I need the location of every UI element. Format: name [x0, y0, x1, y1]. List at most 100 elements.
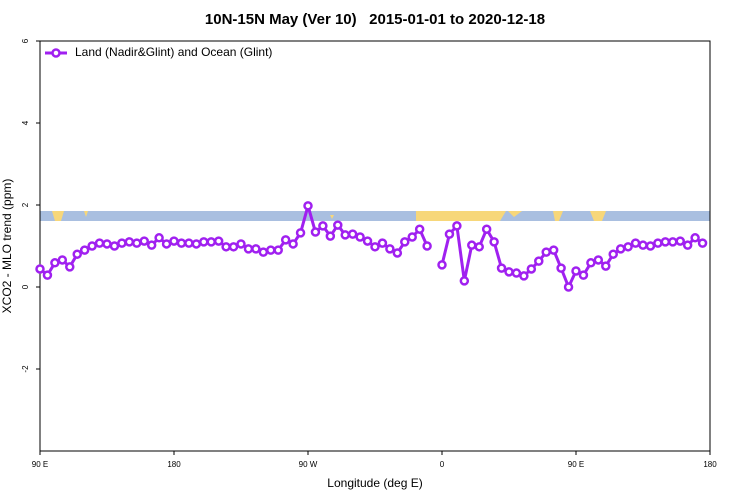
data-point — [251, 244, 261, 254]
data-point — [325, 231, 336, 241]
data-point — [682, 240, 693, 250]
data-point — [176, 238, 187, 248]
data-point — [511, 268, 522, 278]
data-point — [400, 237, 410, 247]
data-point — [79, 245, 90, 255]
data-point — [273, 245, 283, 255]
data-point — [578, 270, 589, 280]
data-point — [191, 239, 202, 249]
data-point — [340, 230, 350, 240]
data-point — [534, 256, 544, 266]
data-point — [303, 201, 313, 211]
y-tick-label: 4 — [21, 120, 30, 125]
data-point — [601, 261, 611, 271]
data-point — [608, 249, 618, 259]
data-point — [139, 236, 149, 246]
data-point — [407, 232, 417, 242]
data-point — [668, 237, 678, 247]
data-point — [109, 241, 120, 251]
x-tick-label: 90 W — [299, 460, 318, 469]
data-point — [638, 240, 648, 250]
data-point — [333, 220, 343, 230]
data-point — [310, 227, 321, 237]
data-point — [362, 236, 373, 246]
data-point — [184, 238, 194, 248]
data-point — [42, 270, 53, 280]
data-point — [526, 264, 537, 274]
data-point — [288, 239, 298, 249]
data-point — [504, 267, 514, 277]
data-point — [161, 239, 172, 249]
data-point — [206, 237, 216, 247]
data-point — [169, 236, 179, 246]
y-tick-label: 6 — [21, 38, 30, 43]
plot-frame — [39, 40, 711, 452]
data-point — [474, 242, 484, 252]
data-point — [563, 282, 574, 292]
data-point — [154, 233, 164, 243]
data-point — [690, 233, 700, 243]
data-point — [236, 239, 246, 249]
data-point — [65, 262, 75, 272]
x-tick-label: 90 E — [32, 460, 48, 469]
x-tick-label: 180 — [703, 460, 717, 469]
data-point — [697, 238, 708, 248]
x-axis-label: Longitude (deg E) — [327, 476, 422, 490]
data-point — [87, 241, 97, 251]
data-point — [519, 271, 529, 281]
data-point — [571, 266, 581, 276]
data-point — [102, 239, 112, 249]
data-point — [243, 244, 254, 254]
data-point — [57, 255, 68, 265]
data-point — [318, 221, 328, 231]
data-point — [452, 221, 462, 231]
data-point — [556, 263, 566, 273]
data-point — [228, 242, 239, 252]
data-point — [124, 237, 135, 247]
data-point — [630, 238, 641, 248]
data-point — [385, 244, 395, 254]
data-point — [72, 249, 82, 259]
y-tick-label: 2 — [21, 202, 30, 207]
data-point — [295, 228, 306, 238]
y-axis-label: XCO2 - MLO trend (ppm) — [0, 179, 14, 314]
data-point — [347, 229, 358, 239]
x-tick-label: 180 — [167, 460, 181, 469]
data-point — [414, 224, 425, 234]
data-point — [548, 245, 559, 255]
data-point — [623, 242, 633, 252]
data-point — [146, 240, 157, 250]
data-point — [541, 247, 551, 257]
data-point — [266, 245, 276, 255]
data-point — [132, 238, 142, 248]
data-point — [675, 236, 685, 246]
data-point — [199, 237, 209, 247]
data-point — [94, 238, 105, 248]
data-point — [496, 263, 507, 273]
data-point — [444, 229, 455, 239]
data-point — [258, 247, 269, 257]
map-strip — [40, 211, 710, 221]
data-point — [50, 258, 60, 268]
data-point — [645, 241, 656, 251]
data-point — [437, 260, 447, 270]
data-point — [221, 242, 231, 252]
data-point — [459, 276, 470, 286]
data-point — [280, 235, 291, 245]
data-point — [422, 241, 432, 251]
data-point — [653, 238, 663, 248]
data-point — [481, 224, 492, 234]
data-point — [370, 242, 380, 252]
legend-label: Land (Nadir&Glint) and Ocean (Glint) — [75, 45, 272, 59]
data-point — [213, 236, 224, 246]
data-point — [660, 237, 671, 247]
x-tick-label: 0 — [440, 460, 445, 469]
y-tick-label: -2 — [21, 365, 30, 373]
data-point — [593, 255, 604, 265]
data-point — [489, 237, 499, 247]
data-point — [117, 238, 127, 248]
data-point — [467, 240, 477, 250]
data-point — [586, 258, 596, 268]
data-point — [355, 232, 365, 242]
